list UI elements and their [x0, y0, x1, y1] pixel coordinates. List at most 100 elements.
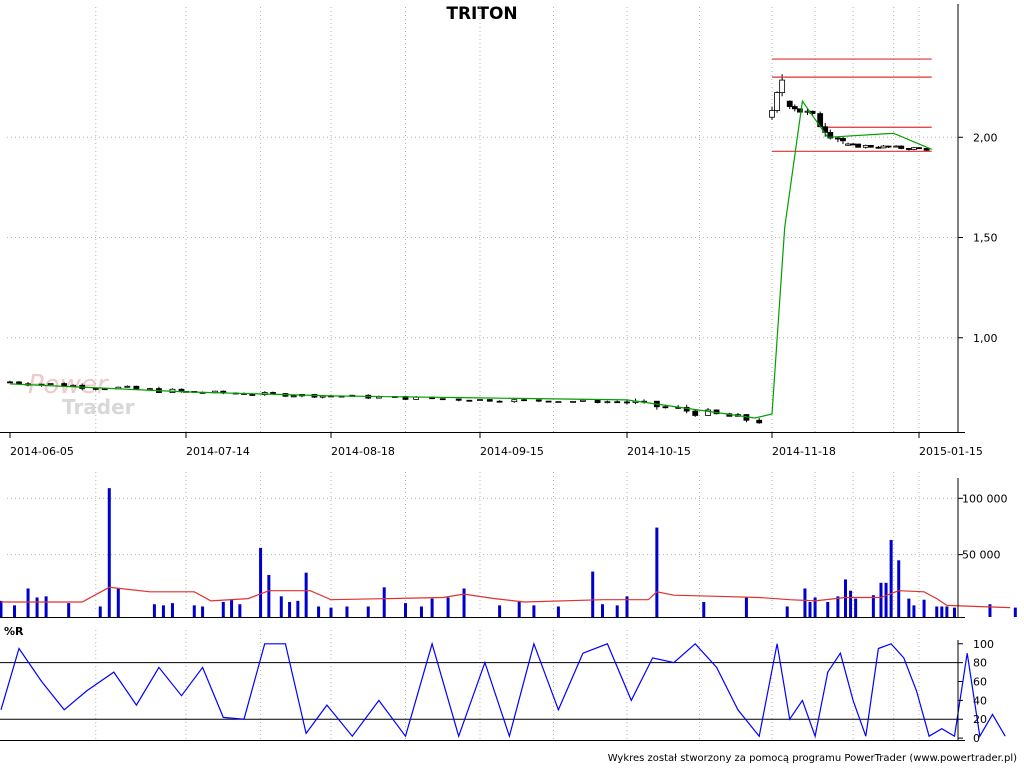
candle-body [7, 381, 13, 384]
candle-body [916, 147, 922, 150]
volume-bar [556, 606, 560, 617]
grid-layer [7, 7, 958, 740]
volume-bar [238, 604, 242, 617]
x-tick-label: 2014-10-15 [627, 445, 691, 458]
volume-bar [922, 599, 926, 617]
candle-body [439, 398, 446, 401]
volume-bar [366, 606, 370, 617]
candle-body [92, 388, 99, 390]
volume-bar [871, 595, 875, 617]
candle-body [535, 399, 542, 402]
volume-bar [44, 596, 48, 617]
candle-body [893, 145, 900, 148]
volume-bar [430, 598, 434, 617]
candle-body [290, 395, 297, 398]
volume-bar [532, 605, 536, 617]
footer-credit: Wykres został stworzony za pomocą progra… [608, 753, 1017, 764]
volume-bar [912, 605, 916, 617]
volume-bar [288, 601, 292, 617]
volume-bar [317, 606, 321, 617]
volume-bar [462, 588, 466, 617]
volume-bar [296, 600, 300, 617]
candle-body [867, 145, 874, 148]
candle-body [496, 400, 503, 403]
candle-body [862, 145, 869, 148]
volume-bar [1013, 607, 1017, 617]
volume-bar [625, 596, 629, 617]
volume-bar [382, 587, 386, 617]
volume-bar [279, 596, 283, 617]
volume-bar [884, 582, 888, 617]
volume-bar [0, 600, 3, 617]
candle-body [580, 399, 586, 402]
volume-bar [879, 582, 883, 617]
volume-bar [116, 588, 120, 617]
volume-bar [945, 606, 949, 617]
volume-bar [230, 599, 234, 617]
candle-body [779, 79, 786, 93]
candle-body [905, 148, 912, 150]
volume-bar [988, 604, 992, 617]
candle-body [692, 410, 699, 416]
candle-body [662, 406, 669, 409]
candle-body [270, 392, 276, 394]
price-tick-label: 1,00 [973, 332, 998, 345]
volume-bar [702, 601, 706, 617]
volume-bar [267, 574, 271, 617]
volume-bar [517, 600, 521, 617]
volume-bar [907, 598, 911, 617]
volume-bar [152, 604, 156, 617]
candle-body [911, 147, 917, 150]
volume-bar [161, 605, 165, 617]
moving-average-line [9, 99, 932, 419]
candle-body [477, 399, 483, 401]
volume-bar [67, 603, 71, 617]
volume-bar [849, 590, 853, 617]
candle-body [834, 137, 841, 140]
x-tick-label: 2015-01-15 [919, 445, 983, 458]
volume-bar [221, 601, 225, 617]
volume-bar [446, 597, 450, 617]
candle-body [614, 401, 621, 404]
osc-tick-label: 20 [973, 713, 987, 726]
candle-body [769, 110, 775, 118]
candle-body [146, 388, 153, 390]
candle-body [624, 401, 630, 404]
candle-body [840, 137, 846, 142]
volume-bar [107, 488, 111, 617]
volume-bar [26, 588, 30, 617]
volume-bar [813, 597, 817, 617]
volume-bar [404, 603, 407, 617]
candle-body [570, 400, 576, 403]
candle-body [786, 100, 793, 107]
watermark-line2: Trader [62, 395, 135, 419]
x-tick-label: 2014-09-15 [480, 445, 544, 458]
candle-body [555, 401, 562, 404]
candle-body [466, 399, 473, 402]
volume-bar [744, 597, 748, 617]
candle-body [47, 383, 54, 385]
volume-bar [952, 607, 956, 617]
williams-r-panel [0, 641, 1006, 739]
volume-bar [98, 606, 102, 617]
candle-body [827, 131, 834, 139]
candle-body [124, 385, 131, 388]
volume-bar [345, 606, 349, 617]
volume-bar [854, 598, 858, 617]
volume-bar [803, 588, 807, 617]
candle-body [774, 92, 780, 111]
candle-body [178, 388, 185, 392]
candle-body [885, 145, 892, 148]
volume-panel [0, 488, 1017, 617]
volume-bar [304, 572, 308, 617]
x-tick-label: 2014-11-18 [772, 445, 836, 458]
x-tick-label: 2014-08-18 [331, 445, 395, 458]
volume-bar [935, 606, 939, 617]
candle-body [845, 143, 851, 146]
osc-tick-label: 60 [973, 676, 987, 689]
candle-body [756, 419, 763, 424]
volume-bar [35, 597, 39, 617]
osc-tick-label: 100 [973, 638, 994, 651]
axis-layer: 2014-06-05 2014-07-14 2014-08-18 2014-09-15… [0, 4, 1008, 745]
